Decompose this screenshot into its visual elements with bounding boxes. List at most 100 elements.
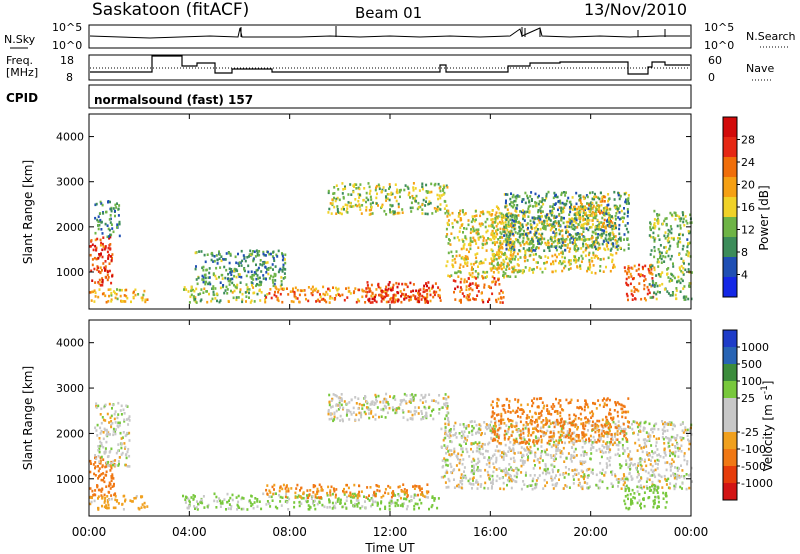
heatmap-cell <box>392 396 395 400</box>
heatmap-cell <box>613 227 616 230</box>
heatmap-cell <box>555 231 558 235</box>
heatmap-cell <box>599 265 602 268</box>
heatmap-cell <box>408 295 411 299</box>
heatmap-cell <box>264 294 267 298</box>
heatmap-cell <box>464 437 467 440</box>
heatmap-cell <box>613 265 616 269</box>
heatmap-cell <box>443 402 446 406</box>
heatmap-cell <box>454 298 457 301</box>
heatmap-cell <box>201 278 204 281</box>
heatmap-cell <box>562 221 565 225</box>
heatmap-cell <box>649 253 652 256</box>
heatmap-cell <box>266 484 269 487</box>
heatmap-cell <box>567 268 570 271</box>
heatmap-cell <box>453 290 455 294</box>
heatmap-cell <box>620 217 623 220</box>
heatmap-cell <box>619 425 622 429</box>
heatmap-cell <box>200 288 203 291</box>
heatmap-cell <box>386 197 389 200</box>
heatmap-cell <box>571 241 574 244</box>
heatmap-cell <box>592 231 595 234</box>
heatmap-cell <box>545 216 548 219</box>
heatmap-cell <box>329 295 332 298</box>
heatmap-cell <box>462 231 464 234</box>
heatmap-cell <box>333 418 336 421</box>
heatmap-cell <box>496 261 499 265</box>
heatmap-cell <box>573 205 576 209</box>
heatmap-cell <box>564 194 567 197</box>
heatmap-cell <box>573 255 575 258</box>
heatmap-cell <box>504 467 507 470</box>
heatmap-cell <box>532 441 535 445</box>
heatmap-cell <box>363 410 366 414</box>
heatmap-cell <box>488 456 491 459</box>
heatmap-cell <box>391 406 394 409</box>
heatmap-cell <box>596 484 599 487</box>
heatmap-cell <box>103 501 106 504</box>
heatmap-cell <box>103 499 106 503</box>
heatmap-cell <box>228 503 231 506</box>
heatmap-cell <box>465 424 468 428</box>
heatmap-cell <box>590 256 593 260</box>
heatmap-cell <box>547 256 550 259</box>
heatmap-cell <box>472 442 475 445</box>
nsky-trace <box>89 27 690 39</box>
heatmap-cell <box>230 505 233 508</box>
heatmap-cell <box>582 244 585 248</box>
heatmap-cell <box>581 446 584 449</box>
heatmap-cell <box>365 196 368 200</box>
heatmap-cell <box>634 441 637 445</box>
heatmap-cell <box>621 216 624 219</box>
heatmap-cell <box>330 417 333 421</box>
heatmap-cell <box>473 215 476 218</box>
heatmap-cell <box>560 206 563 210</box>
heatmap-cell <box>466 294 469 297</box>
heatmap-cell <box>469 236 472 240</box>
heatmap-cell <box>468 455 471 458</box>
heatmap-cell <box>91 489 94 493</box>
heatmap-cell <box>499 487 502 490</box>
heatmap-cell <box>108 498 111 501</box>
heatmap-cell <box>94 281 97 284</box>
heatmap-cell <box>307 286 310 289</box>
heatmap-cell <box>298 293 301 297</box>
heatmap-cell <box>639 463 642 467</box>
heatmap-cell <box>342 205 345 209</box>
heatmap-cell <box>125 456 128 460</box>
heatmap-cell <box>508 259 511 263</box>
heatmap-cell <box>663 219 666 223</box>
heatmap-cell <box>255 272 258 275</box>
heatmap-cell <box>516 252 519 256</box>
heatmap-cell <box>476 284 479 288</box>
heatmap-cell <box>539 267 542 271</box>
heatmap-cell <box>494 420 497 423</box>
heatmap-cell <box>482 261 485 265</box>
heatmap-cell <box>670 254 673 258</box>
heatmap-cell <box>237 494 240 498</box>
heatmap-cell <box>552 437 555 441</box>
heatmap-cell <box>469 420 472 424</box>
heatmap-cell <box>634 420 637 424</box>
heatmap-cell <box>285 485 288 488</box>
heatmap-cell <box>418 189 421 192</box>
heatmap-cell <box>578 198 581 202</box>
heatmap-cell <box>661 271 664 274</box>
heatmap-cell <box>512 193 515 197</box>
heatmap-cell <box>527 237 530 241</box>
heatmap-cell <box>660 251 663 255</box>
heatmap-cell <box>417 291 419 295</box>
heatmap-cell <box>194 507 196 510</box>
heatmap-cell <box>100 490 103 493</box>
heatmap-cell <box>105 485 108 488</box>
heatmap-cell <box>211 297 214 301</box>
heatmap-cell <box>503 275 505 279</box>
heatmap-cell <box>329 493 332 497</box>
heatmap-cell <box>570 460 573 463</box>
heatmap-cell <box>218 300 221 304</box>
heatmap-cell <box>531 487 534 491</box>
heatmap-cell <box>605 219 608 223</box>
heatmap-cell <box>96 268 99 272</box>
heatmap-cell <box>268 277 271 280</box>
heatmap-cell <box>399 290 402 293</box>
heatmap-cell <box>439 299 442 302</box>
